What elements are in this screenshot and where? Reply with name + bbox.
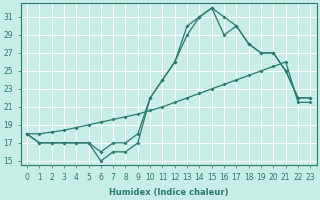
X-axis label: Humidex (Indice chaleur): Humidex (Indice chaleur) [109, 188, 228, 197]
